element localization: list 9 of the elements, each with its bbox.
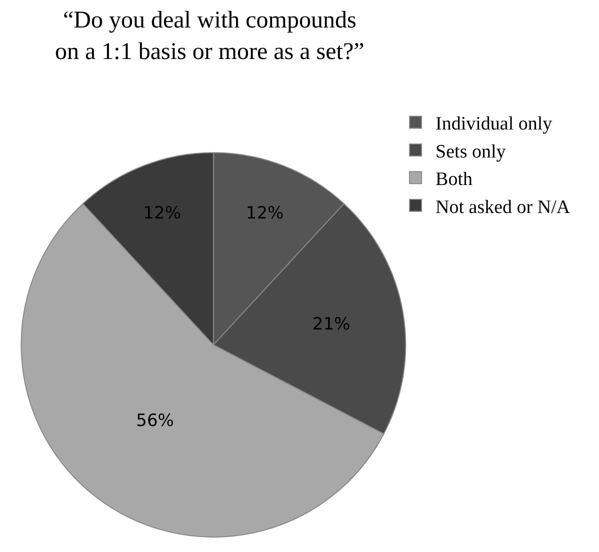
legend-label: Both xyxy=(436,169,473,190)
data-label: 12% xyxy=(143,204,181,224)
data-label: 56% xyxy=(136,411,174,432)
legend-label: Sets only xyxy=(436,141,506,162)
legend-label: Not asked or N/A xyxy=(436,196,570,218)
data-label: 12% xyxy=(246,204,284,224)
data-label: 21% xyxy=(312,314,350,334)
chart-title: “Do you deal with compounds on a 1:1 basis or more as a set?” xyxy=(55,8,364,65)
legend-label: Individual only xyxy=(436,114,553,135)
